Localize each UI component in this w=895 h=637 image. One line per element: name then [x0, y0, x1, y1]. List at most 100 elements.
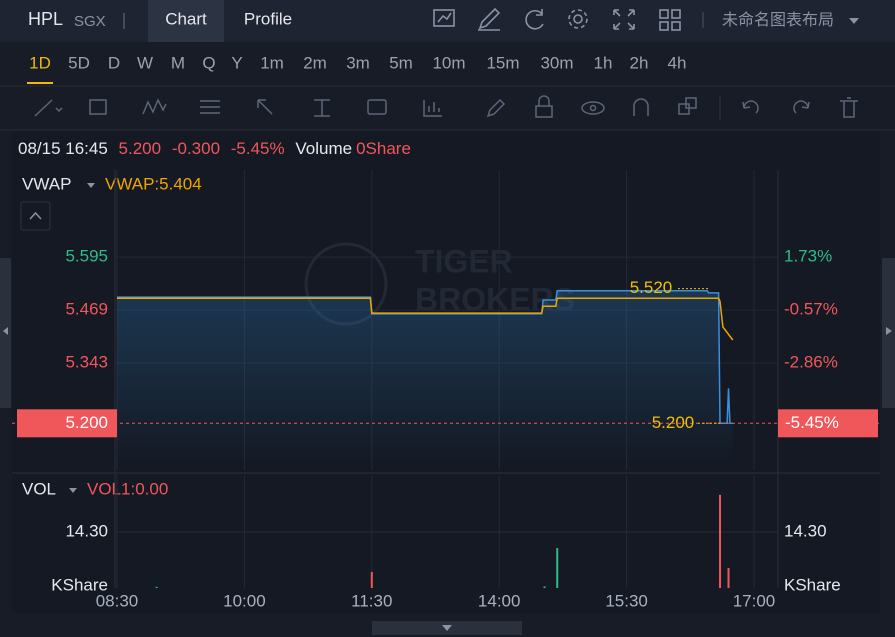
tool-fib[interactable] — [200, 100, 220, 114]
period[interactable]: 5m — [389, 53, 413, 72]
period[interactable]: 10m — [432, 53, 465, 72]
tool-text[interactable] — [367, 99, 387, 115]
tool-pen[interactable] — [486, 98, 506, 118]
tab-active-bg — [148, 0, 224, 42]
y2-tick-label: KShare — [784, 575, 841, 594]
x-tick-label: 08:30 — [96, 591, 139, 610]
top-icons — [433, 7, 704, 31]
current-change-box — [778, 409, 878, 438]
y2-tick-label: 1.73% — [784, 247, 832, 266]
volume-bar — [543, 586, 546, 588]
icon-fullscreen[interactable] — [613, 9, 635, 30]
volume-bar — [370, 571, 373, 588]
icon-indicator-line — [437, 12, 452, 23]
indicator-name[interactable]: VWAP — [22, 174, 71, 193]
period[interactable]: 1D — [29, 53, 51, 72]
period[interactable]: D — [108, 53, 120, 72]
indicator-caret[interactable] — [87, 183, 95, 188]
scroll-bottom-arrow — [442, 625, 452, 631]
icon-indicator[interactable] — [433, 9, 455, 27]
periods: 1D 5D D W M Q Y 1m 2m 3m 5m 10m 15m 30m 1h 2h 4h — [27, 53, 686, 84]
current-price-box — [17, 409, 117, 438]
tool-pattern[interactable] — [142, 98, 167, 115]
tool-measure[interactable] — [314, 99, 330, 117]
quote-price: 5.200 — [119, 139, 162, 158]
period[interactable]: 5D — [68, 53, 90, 72]
indicator-name[interactable]: VOL — [22, 479, 56, 498]
x-tick-label: 14:00 — [478, 591, 521, 610]
period[interactable]: 2h — [630, 53, 649, 72]
tool-undo[interactable] — [742, 100, 759, 114]
period[interactable]: 30m — [540, 53, 573, 72]
quote-volume-label: Volume — [295, 139, 352, 158]
tool-rect[interactable] — [89, 99, 107, 115]
period[interactable]: 1m — [260, 53, 284, 72]
watermark-text: TIGER — [415, 243, 513, 279]
y-tick-label: KShare — [51, 575, 108, 594]
indicator-value: VWAP:5.404 — [105, 174, 202, 193]
tool-arrow[interactable] — [257, 99, 273, 115]
icon-refresh[interactable] — [525, 9, 544, 30]
exchange: SGX — [74, 13, 106, 30]
current-change-label: -5.45% — [785, 413, 839, 432]
x-tick-label: 17:00 — [733, 591, 776, 610]
icon-layout-d — [671, 21, 681, 31]
layout-caret[interactable] — [849, 18, 859, 24]
icon-settings[interactable] — [573, 14, 583, 24]
tab[interactable]: Chart — [165, 9, 207, 28]
tab[interactable]: Profile — [244, 9, 292, 28]
tool-chart[interactable] — [423, 100, 442, 117]
indicator-value: VOL1:0.00 — [87, 479, 168, 498]
layout-name[interactable]: 未命名图表布局 — [722, 11, 834, 29]
icon-layout-c — [659, 21, 669, 31]
drawing-toolbar — [34, 95, 858, 120]
tool-group[interactable] — [678, 103, 690, 115]
period-underline — [27, 82, 53, 84]
series-line — [117, 297, 734, 341]
period[interactable]: 2m — [303, 53, 327, 72]
volume-bar — [719, 494, 722, 588]
scroll-left-arrow — [3, 327, 8, 335]
volume-bar — [155, 586, 158, 588]
icon-settings-ring — [568, 9, 588, 29]
indicator-caret[interactable] — [69, 488, 77, 493]
period-bar — [0, 42, 895, 86]
tool-eye[interactable] — [581, 101, 605, 115]
tool-group-b — [685, 97, 697, 109]
period[interactable]: W — [137, 53, 153, 72]
y-tick-label: 5.343 — [65, 353, 108, 372]
period[interactable]: 4h — [668, 53, 687, 72]
tool-eye-pupil — [589, 104, 597, 112]
period[interactable]: Q — [202, 53, 215, 72]
x-tick-label: 10:00 — [223, 591, 266, 610]
icon-draw[interactable] — [478, 7, 501, 31]
collapse-button[interactable] — [20, 201, 51, 231]
y2-tick-label: 14.30 — [784, 522, 827, 541]
tool-trendline[interactable] — [34, 99, 63, 117]
period[interactable]: 3m — [346, 53, 370, 72]
period[interactable]: M — [171, 53, 185, 72]
price-area — [117, 290, 733, 470]
icon-layout[interactable] — [659, 9, 669, 19]
tool-lock-shackle — [538, 95, 550, 106]
quote-change-pct: -5.45% — [231, 139, 285, 158]
scroll-right-arrow — [886, 327, 892, 335]
tool-redo[interactable] — [793, 100, 810, 114]
y-tick-label: 14.30 — [65, 522, 108, 541]
tool-delete[interactable] — [840, 97, 858, 118]
annotation-label: 5.520 — [630, 278, 673, 297]
x-tick-label: 15:30 — [605, 591, 648, 610]
y-tick-label: 5.469 — [65, 300, 108, 319]
quote-time: 08/15 16:45 — [18, 139, 108, 158]
period[interactable]: 15m — [486, 53, 519, 72]
quote-line: 08/15 16:45 5.200 -0.300 -5.45% Volume 0S… — [18, 139, 411, 158]
icon-layout-b — [671, 9, 681, 19]
y2-tick-label: -0.57% — [784, 300, 838, 319]
period[interactable]: Y — [231, 53, 242, 72]
period[interactable]: 1h — [594, 53, 613, 72]
symbol: HPL — [28, 9, 63, 29]
tool-magnet[interactable] — [633, 98, 649, 116]
tool-lock[interactable] — [535, 105, 553, 118]
collapse-chevron — [29, 211, 42, 220]
